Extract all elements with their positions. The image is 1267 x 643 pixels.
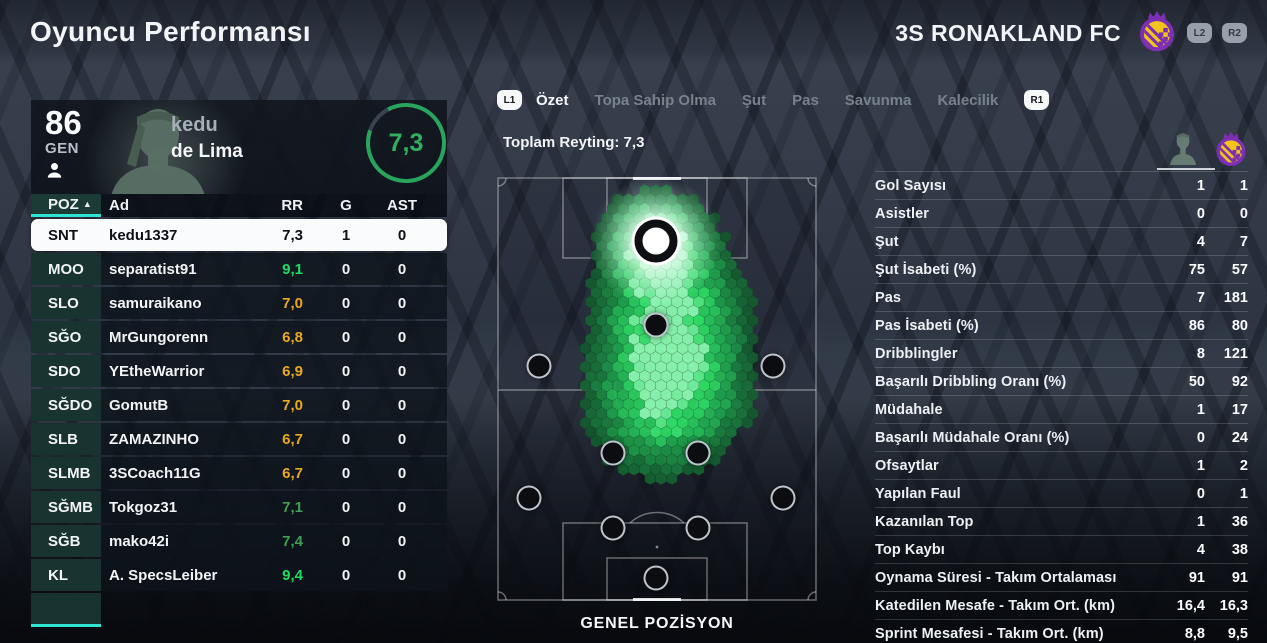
- r1-button[interactable]: R1: [1024, 90, 1050, 110]
- column-header-poz[interactable]: POZ ▲: [31, 194, 101, 217]
- tab-sut[interactable]: Şut: [741, 91, 767, 109]
- tab-ozet[interactable]: Özet: [536, 91, 569, 109]
- stat-row: Dribblingler 8 121: [875, 339, 1248, 367]
- roster-table: POZ ▲ Ad RR G AST SNT kedu1337 7,3 1 0 MOO sepa…: [31, 194, 447, 627]
- person-icon: [47, 163, 62, 178]
- player-position-dot: [516, 485, 542, 511]
- player-overall: 86 GEN: [45, 106, 101, 185]
- column-header-name[interactable]: Ad: [109, 197, 129, 214]
- selected-player-dot: [634, 219, 678, 263]
- stat-row: Kazanılan Top 1 36: [875, 507, 1248, 535]
- sort-arrow-icon: ▲: [82, 199, 92, 209]
- l2-button[interactable]: L2: [1187, 23, 1212, 43]
- player-last-name: de Lima: [171, 141, 243, 162]
- table-row[interactable]: KL A. SpecsLeiber 9,4 0 0: [31, 559, 447, 591]
- stat-row: Müdahale 1 17: [875, 395, 1248, 423]
- table-row[interactable]: SLMB 3SCoach11G 6,7 0 0: [31, 457, 447, 489]
- stat-row: Başarılı Müdahale Oranı (%) 0 24: [875, 423, 1248, 451]
- selected-column-underline: [1157, 168, 1215, 170]
- club-header: 3S RONAKLAND FC L2 R2: [895, 0, 1247, 66]
- player-position-dot: [685, 515, 711, 541]
- stat-row: Sprint Mesafesi - Takım Ort. (km) 8,8 9,5: [875, 619, 1248, 643]
- r2-button[interactable]: R2: [1222, 23, 1247, 43]
- table-row[interactable]: SĞDO GomutB 7,0 0 0: [31, 389, 447, 421]
- table-row[interactable]: SĞMB Tokgoz31 7,1 0 0: [31, 491, 447, 523]
- column-header-rr[interactable]: RR: [281, 197, 303, 214]
- tab-kalecilik[interactable]: Kalecilik: [937, 91, 999, 109]
- stat-row: Katedilen Mesafe - Takım Ort. (km) 16,4 16…: [875, 591, 1248, 619]
- stat-row: Pas 7 181: [875, 283, 1248, 311]
- roster-body: SNT kedu1337 7,3 1 0 MOO separatist91 9,1 0 0 SLO s…: [31, 219, 447, 591]
- stats-tabs: L1 Özet Topa Sahip Olma Şut Pas Savunma Kalec…: [497, 88, 1050, 112]
- player-position-dot: [685, 440, 711, 466]
- match-rating-ring: 7,3: [363, 100, 447, 186]
- total-rating-text: Toplam Reyting: 7,3: [503, 134, 645, 151]
- tab-topa-sahip-olma[interactable]: Topa Sahip Olma: [594, 91, 716, 109]
- stats-body: Gol Sayısı 1 1 Asistler 0 0 Şut 4 7 Şut İsabeti (…: [875, 171, 1248, 643]
- tab-pas[interactable]: Pas: [792, 91, 819, 109]
- heatmap-field: [497, 175, 817, 601]
- stats-header: [875, 128, 1248, 171]
- stat-row: Asistler 0 0: [875, 199, 1248, 227]
- table-row[interactable]: SĞB mako42i 7,4 0 0: [31, 525, 447, 557]
- stat-row: Top Kaybı 4 38: [875, 535, 1248, 563]
- top-bar: [0, 0, 1267, 66]
- table-row[interactable]: SNT kedu1337 7,3 1 0: [31, 219, 447, 251]
- roster-footer-cell: [31, 593, 101, 627]
- player-position-dot: [600, 440, 626, 466]
- stat-row: Gol Sayısı 1 1: [875, 171, 1248, 199]
- field-caption: GENEL POZİSYON: [580, 615, 734, 632]
- club-crest-icon: [1137, 9, 1177, 57]
- column-header-goals[interactable]: G: [340, 197, 352, 214]
- table-row[interactable]: SLB ZAMAZINHO 6,7 0 0: [31, 423, 447, 455]
- page-title: Oyuncu Performansı: [30, 16, 311, 47]
- player-position-dot: [526, 353, 552, 379]
- player-position-dot: [643, 565, 669, 591]
- team-crest-icon: [1214, 130, 1248, 172]
- player-column-icon: [1169, 133, 1197, 165]
- table-row[interactable]: SLO samuraikano 7,0 0 0: [31, 287, 447, 319]
- roster-header-row: POZ ▲ Ad RR G AST: [31, 194, 447, 217]
- stat-row: Şut 4 7: [875, 227, 1248, 255]
- player-silhouette: [111, 109, 205, 194]
- table-row[interactable]: SDO YEtheWarrior 6,9 0 0: [31, 355, 447, 387]
- tabs-list: Özet Topa Sahip Olma Şut Pas Savunma Kalecili…: [536, 92, 998, 109]
- stat-row: Şut İsabeti (%) 75 57: [875, 255, 1248, 283]
- club-name: 3S RONAKLAND FC: [895, 19, 1121, 46]
- tab-savunma[interactable]: Savunma: [844, 91, 912, 109]
- player-position-dot: [643, 312, 669, 338]
- player-first-name: kedu: [171, 114, 218, 136]
- player-name: kedu de Lima: [171, 114, 243, 163]
- stat-row: Oynama Süresi - Takım Ortalaması 91 91: [875, 563, 1248, 591]
- player-position-dot: [600, 515, 626, 541]
- player-card: 86 GEN kedu de Lima 7,3: [31, 100, 447, 194]
- overall-label: GEN: [45, 140, 80, 157]
- stat-row: Başarılı Dribbling Oranı (%) 50 92: [875, 367, 1248, 395]
- match-stats-panel: Gol Sayısı 1 1 Asistler 0 0 Şut 4 7 Şut İsabeti (…: [875, 128, 1248, 643]
- table-row[interactable]: MOO separatist91 9,1 0 0: [31, 253, 447, 285]
- match-rating-value: 7,3: [388, 128, 424, 157]
- player-position-dot: [770, 485, 796, 511]
- player-position-dot: [760, 353, 786, 379]
- table-row[interactable]: SĞO MrGungorenn 6,8 0 0: [31, 321, 447, 353]
- stat-row: Pas İsabeti (%) 86 80: [875, 311, 1248, 339]
- l1-button[interactable]: L1: [497, 90, 522, 110]
- column-header-assists[interactable]: AST: [387, 197, 417, 214]
- stat-row: Ofsaytlar 1 2: [875, 451, 1248, 479]
- overall-rating: 86: [45, 104, 82, 141]
- stat-row: Yapılan Faul 0 1: [875, 479, 1248, 507]
